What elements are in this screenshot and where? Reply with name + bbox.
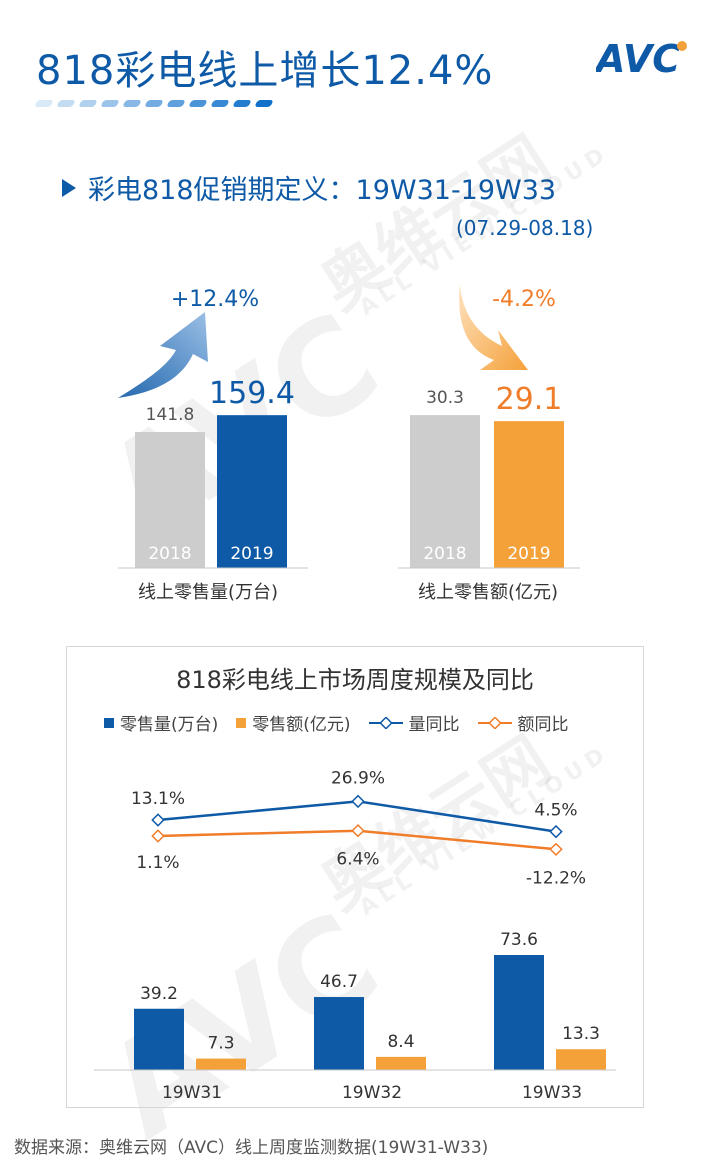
bar-volume-value-label: 73.6 [500, 930, 538, 950]
bar-value-19W33 [556, 1049, 606, 1070]
chart-x-label: 线上零售量(万台) [138, 582, 278, 603]
bar-2018 [135, 432, 205, 568]
logo-dot [677, 41, 687, 51]
x-tick-label: 19W32 [342, 1083, 402, 1103]
value-yoy-data-label: 6.4% [336, 850, 379, 870]
yoy-comparison-charts: 2018 141.8 2019 159.4 线上零售量(万台) +12.4% 2018 30.… [118, 284, 580, 603]
chart-x-label: 线上零售额(亿元) [418, 582, 558, 603]
legend-item-volume: 零售量(万台) [104, 710, 218, 735]
title-dash [78, 100, 98, 107]
x-tick-label: 19W33 [522, 1083, 582, 1103]
bar-value-label: 141.8 [146, 405, 195, 425]
volume-yoy-point [549, 824, 563, 839]
legend-line-value-yoy-icon [477, 716, 512, 729]
title-dash [122, 100, 142, 107]
weekly-chart-panel [66, 646, 644, 1108]
legend-item-value: 零售额(亿元) [236, 710, 351, 735]
weekly-chart-legend: 零售量(万台) 零售额(亿元) 量同比 额同比 [104, 710, 569, 735]
title-underline-dashes [34, 100, 274, 110]
legend-item-value-yoy: 额同比 [477, 710, 569, 735]
growth-arrow-up-icon [118, 312, 208, 398]
legend-label-value-yoy: 额同比 [517, 715, 569, 735]
bar-value-label: 30.3 [426, 388, 464, 408]
volume-yoy-data-label: 26.9% [331, 768, 385, 788]
bar-2019 [217, 415, 287, 568]
title-dash [100, 100, 120, 107]
value-yoy-data-label: 1.1% [136, 853, 179, 873]
x-tick-label: 19W31 [162, 1083, 222, 1103]
title-dash [232, 100, 252, 107]
bar-2018 [410, 415, 480, 568]
value-yoy-data-label: -12.2% [526, 868, 586, 888]
legend-label-value: 零售额(亿元) [252, 715, 351, 735]
value-yoy-point [549, 842, 563, 857]
bar-volume-19W33 [494, 955, 544, 1070]
value-yoy-point [151, 829, 165, 843]
weekly-chart-title: 818彩电线上市场周度规模及同比 [176, 666, 534, 694]
triangle-bullet-icon [62, 178, 76, 197]
volume-yoy-data-label: 13.1% [131, 789, 185, 809]
legend-label-volume: 零售量(万台) [120, 715, 219, 735]
weekly-chart: 39.2 7.3 19W31 46.7 8.4 19W32 73.6 13.3 19W33 13.… [94, 768, 616, 1103]
bar-value-19W31 [196, 1058, 246, 1070]
bar-volume-value-label: 46.7 [320, 972, 358, 992]
value-yoy-point [351, 823, 365, 838]
bar-value-19W32 [376, 1056, 426, 1070]
page-title: 818彩电线上增长12.4% [36, 48, 494, 94]
bar-value-value-label: 8.4 [387, 1032, 414, 1052]
title-dash [210, 100, 230, 107]
volume-yoy-point [351, 794, 365, 809]
logo-text: AVC [596, 37, 680, 81]
legend-label-volume-yoy: 量同比 [408, 715, 460, 735]
volume-yoy-data-label: 4.5% [534, 801, 577, 821]
bar-category-label: 2019 [507, 544, 550, 564]
growth-rate-label: +12.4% [171, 287, 259, 312]
bar-value-label: 159.4 [209, 376, 295, 411]
legend-swatch-value [236, 717, 247, 728]
bar-value-value-label: 7.3 [207, 1034, 234, 1054]
volume-yoy-point [151, 813, 165, 827]
title-dash [188, 100, 208, 107]
title-dash [144, 100, 164, 107]
bar-category-label: 2018 [423, 544, 466, 564]
data-source-note: 数据来源：奥维云网（AVC）线上周度监测数据(19W31-W33) [14, 1138, 489, 1158]
bar-volume-value-label: 39.2 [140, 984, 178, 1004]
decline-arrow-down-icon [459, 284, 528, 370]
avc-logo: AVC [596, 37, 687, 81]
bar-category-label: 2018 [148, 544, 191, 564]
bar-category-label: 2019 [230, 544, 273, 564]
bar-volume-19W31 [134, 1008, 184, 1070]
title-dash [34, 100, 54, 107]
title-dash [254, 100, 274, 107]
bar-value-value-label: 13.3 [562, 1024, 600, 1044]
promo-definition: 彩电818促销期定义：19W31-19W33 [62, 168, 556, 207]
title-dash [166, 100, 186, 107]
legend-swatch-volume [104, 717, 114, 728]
promo-date-range: (07.29-08.18) [456, 216, 594, 240]
legend-line-volume-yoy-icon [368, 716, 403, 729]
legend-item-volume-yoy: 量同比 [368, 710, 460, 735]
growth-rate-label: -4.2% [492, 287, 556, 312]
bar-2019 [494, 421, 564, 568]
title-dash [56, 100, 76, 107]
bar-value-label: 29.1 [496, 382, 563, 417]
bar-volume-19W32 [314, 997, 364, 1070]
promo-definition-text: 彩电818促销期定义：19W31-19W33 [88, 175, 557, 206]
